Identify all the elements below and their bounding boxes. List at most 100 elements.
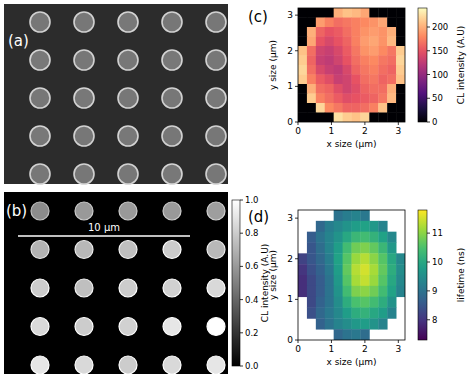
heatmap-cell — [325, 308, 334, 319]
colorbar-tick — [427, 290, 430, 291]
colorbar-tick-label: 11 — [432, 228, 443, 238]
heatmap-cell — [334, 94, 343, 104]
colorbar-tick — [240, 299, 243, 300]
heatmap-cell — [396, 264, 405, 275]
heatmap-cell — [360, 94, 369, 104]
pillar — [163, 241, 181, 259]
heatmap-cell — [307, 94, 316, 104]
heatmap-cell — [360, 286, 369, 297]
heatmap-cell — [378, 232, 387, 243]
colorbar-tick-label: 150 — [432, 46, 448, 56]
heatmap-cell — [343, 318, 352, 329]
pillar — [31, 202, 49, 220]
pillar — [206, 126, 226, 146]
heatmap-cell — [352, 243, 361, 254]
colorbar-tick — [240, 332, 243, 333]
x-tick — [364, 122, 365, 125]
colorbar-tick-label: 10 — [432, 257, 443, 267]
x-tick-label: 0 — [295, 344, 301, 354]
heatmap-cell — [369, 232, 378, 243]
x-tick — [398, 340, 399, 343]
heatmap-cell — [298, 94, 307, 104]
heatmap-cell — [307, 113, 316, 123]
heatmap-cell — [307, 264, 316, 275]
heatmap-cell — [387, 308, 396, 319]
heatmap-cell — [387, 297, 396, 308]
x-tick-label: 3 — [395, 344, 401, 354]
heatmap-cell — [334, 221, 343, 232]
heatmap-cell — [334, 46, 343, 56]
y-tick-label: 0 — [287, 117, 293, 127]
heatmap-cell — [396, 8, 405, 18]
heatmap-cell — [387, 286, 396, 297]
heatmap-cell — [387, 253, 396, 264]
heatmap-cell — [343, 232, 352, 243]
pillar — [31, 279, 49, 297]
y-tick — [295, 299, 298, 300]
heatmap-cell — [360, 318, 369, 329]
heatmap-cell — [378, 308, 387, 319]
heatmap-cell — [378, 75, 387, 85]
colorbar-tick-label: 200 — [432, 22, 448, 32]
heatmap-cell — [369, 103, 378, 113]
heatmap-cell — [334, 264, 343, 275]
colorbar-tick — [427, 319, 430, 320]
heatmap-cell — [298, 275, 307, 286]
pillar — [74, 88, 94, 108]
heatmap-cell — [334, 297, 343, 308]
heatmap-cell — [360, 46, 369, 56]
heatmap-cell — [316, 308, 325, 319]
x-tick-label: 1 — [329, 126, 335, 136]
heatmap-cell — [334, 286, 343, 297]
heatmap-cell — [396, 286, 405, 297]
heatmap-cell — [343, 103, 352, 113]
pillar — [74, 12, 94, 32]
heatmap-cell — [369, 75, 378, 85]
heatmap-cell — [369, 84, 378, 94]
colorbar-tick-label: 1.0 — [245, 195, 259, 205]
plot-frame — [298, 8, 405, 122]
heatmap-cell — [378, 297, 387, 308]
heatmap-cell — [307, 65, 316, 75]
heatmap-cell — [352, 65, 361, 75]
heatmap-cell — [387, 56, 396, 66]
heatmap-cell — [352, 37, 361, 47]
heatmap-cell — [316, 56, 325, 66]
colorbar-tick — [427, 262, 430, 263]
heatmap-cell — [387, 27, 396, 37]
heatmap-cell — [325, 318, 334, 329]
heatmap-cell — [387, 65, 396, 75]
heatmap-cell — [360, 75, 369, 85]
pillar — [206, 12, 226, 32]
heatmap-cell — [352, 84, 361, 94]
pillar — [30, 164, 50, 184]
heatmap-cell — [396, 46, 405, 56]
heatmap-cell — [343, 275, 352, 286]
y-tick-label: 0 — [287, 335, 293, 345]
heatmap-cell — [396, 84, 405, 94]
heatmap-cell — [316, 65, 325, 75]
heatmap-cell — [352, 286, 361, 297]
pillar — [163, 202, 181, 220]
heatmap-cell — [396, 94, 405, 104]
colorbar-tick — [240, 366, 243, 367]
heatmap-cell — [298, 113, 307, 123]
heatmap-cell — [352, 8, 361, 18]
heatmap-cell — [325, 84, 334, 94]
heatmap-cell — [343, 65, 352, 75]
heatmap-cell — [316, 18, 325, 28]
heatmap-cell — [343, 27, 352, 37]
colorbar — [418, 8, 427, 122]
heatmap-cell — [316, 46, 325, 56]
heatmap-cell — [334, 243, 343, 254]
heatmap-cell — [352, 253, 361, 264]
colorbar-tick — [427, 233, 430, 234]
heatmap-cell — [369, 18, 378, 28]
colorbar-tick-label: 9 — [432, 286, 437, 296]
pillar — [74, 50, 94, 70]
heatmap-cell — [396, 65, 405, 75]
heatmap-cell — [307, 253, 316, 264]
heatmap-cell — [316, 37, 325, 47]
pillar — [206, 88, 226, 108]
heatmap-cell — [316, 8, 325, 18]
